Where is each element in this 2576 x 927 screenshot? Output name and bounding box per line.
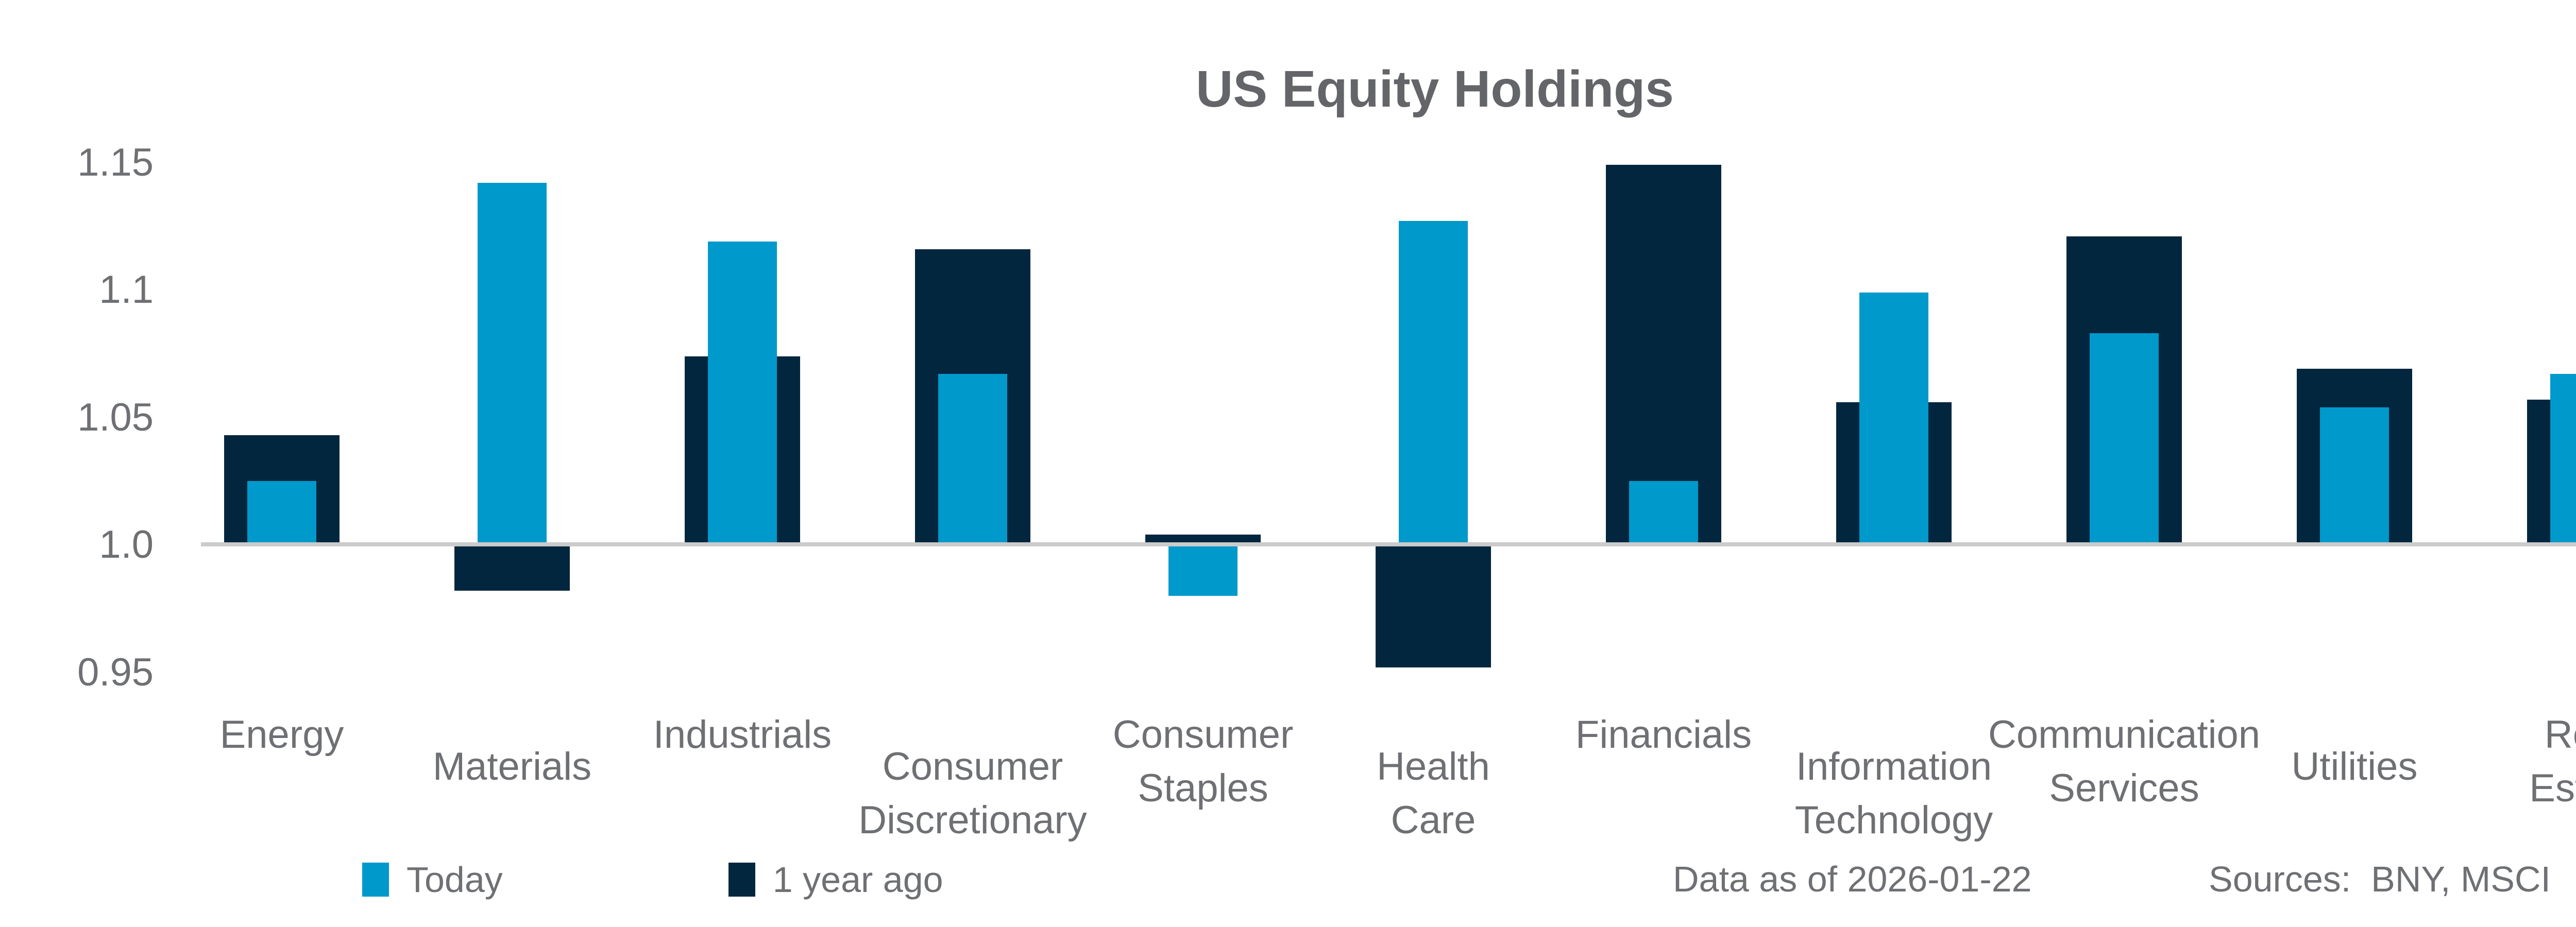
category-label-consumer-discretionary: Consumer Discretionary: [858, 745, 1087, 842]
y-tick-1.1: 1.1: [99, 268, 154, 312]
sources-note: Sources: BNY, MSCI: [2209, 859, 2551, 899]
legend-swatch-1-year-ago: [728, 863, 755, 897]
chart-title: US Equity Holdings: [1196, 60, 1674, 118]
bar-today-energy: [247, 481, 316, 545]
legend-label-today: Today: [406, 860, 503, 900]
y-tick-1.0: 1.0: [99, 523, 154, 566]
category-label-consumer-staples: Consumer Staples: [1112, 713, 1294, 810]
bar-today-materials: [478, 183, 547, 545]
bar-today-industrials: [708, 241, 777, 545]
y-tick-1.15: 1.15: [77, 140, 154, 184]
legend-swatch-today: [362, 863, 389, 897]
data-as-of-note: Data as of 2026-01-22: [1673, 859, 2032, 899]
category-label-industrials: Industrials: [653, 713, 832, 757]
bar-today-communication-services: [2090, 333, 2159, 545]
category-label-information-technology: Information Technology: [1794, 745, 1993, 842]
y-tick-1.05: 1.05: [77, 395, 154, 439]
category-label-communication-services: Communication Services: [1988, 713, 2260, 810]
baseline-axis-line: [201, 542, 2576, 546]
category-label-materials: Materials: [432, 745, 592, 788]
bar-today-health-care: [1399, 221, 1468, 545]
bar-1-year-ago-health-care: [1376, 545, 1491, 667]
bar-today-information-technology: [1859, 292, 1928, 545]
y-tick-0.95: 0.95: [77, 650, 154, 694]
category-label-utilities: Utilities: [2291, 745, 2418, 788]
category-label-financials: Financials: [1575, 713, 1752, 757]
legend-item-today: Today: [362, 859, 503, 900]
category-label-real-estate: Real Estate: [2529, 713, 2576, 810]
bar-today-consumer-discretionary: [938, 374, 1007, 545]
legend: Today 1 year ago: [362, 859, 943, 900]
bar-today-utilities: [2320, 407, 2389, 545]
bar-today-real-estate: [2550, 374, 2576, 545]
category-label-energy: Energy: [219, 713, 344, 757]
category-label-health-care: Health Care: [1377, 745, 1490, 842]
legend-item-1-year-ago: 1 year ago: [728, 859, 943, 900]
bar-today-consumer-staples: [1168, 545, 1238, 596]
bar-today-financials: [1629, 481, 1698, 545]
legend-label-1-year-ago: 1 year ago: [772, 860, 943, 900]
bar-1-year-ago-materials: [454, 545, 570, 591]
